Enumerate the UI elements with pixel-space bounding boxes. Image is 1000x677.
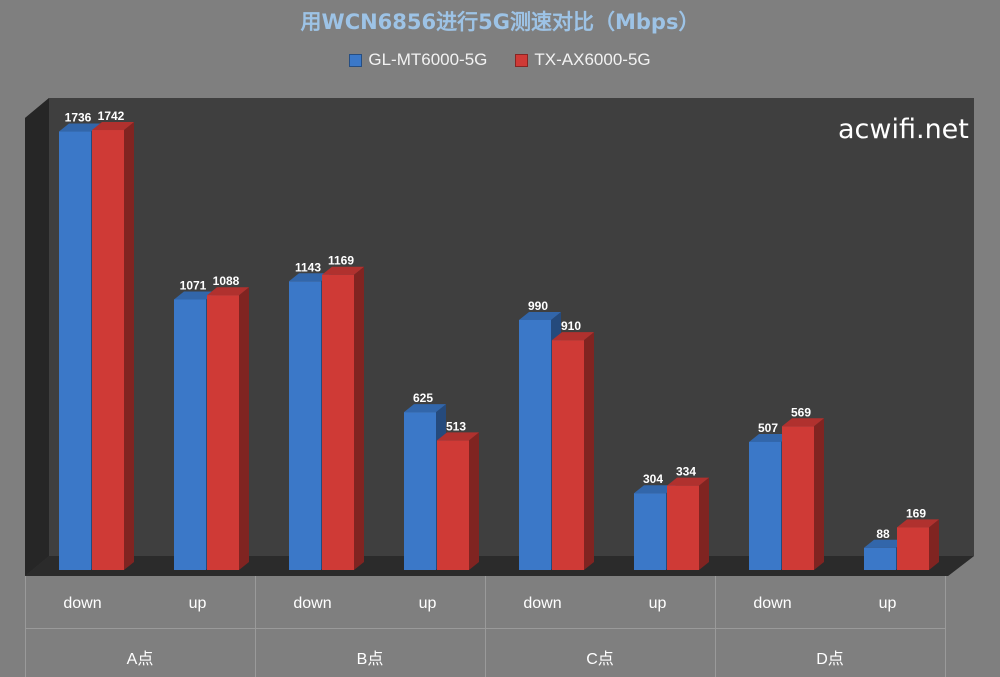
x-group-label: D点 <box>816 651 844 668</box>
bar-side <box>354 266 364 570</box>
bar <box>519 319 551 570</box>
bar-side <box>469 432 479 570</box>
x-tick-label: down <box>63 595 102 612</box>
bar-top <box>207 287 249 296</box>
bar-top <box>404 404 446 413</box>
x-group-label: B点 <box>356 651 384 668</box>
legend-label: GL-MT6000-5G <box>368 50 488 69</box>
bar <box>404 412 436 570</box>
axis-divider <box>715 576 716 677</box>
x-tick-label: down <box>293 595 332 612</box>
bar <box>782 426 814 570</box>
bar-side <box>699 477 709 570</box>
bar-side <box>929 519 939 570</box>
bar <box>92 130 124 570</box>
bar-top <box>519 311 561 320</box>
bar-top <box>289 273 331 282</box>
bar-top <box>864 539 906 548</box>
data-label: 990 <box>528 299 548 313</box>
data-label: 1088 <box>213 274 240 288</box>
data-label: 1169 <box>328 254 354 268</box>
bar <box>552 340 584 570</box>
data-label: 513 <box>446 419 466 433</box>
axis-divider <box>485 576 486 677</box>
legend-label: TX-AX6000-5G <box>534 50 651 69</box>
bar-side <box>814 418 824 570</box>
data-label: 507 <box>758 421 778 435</box>
bar <box>864 547 896 570</box>
axis-divider <box>25 576 26 677</box>
x-tick-label: down <box>523 595 562 612</box>
back-wall <box>25 98 974 576</box>
x-tick-label: up <box>188 595 207 612</box>
legend-swatch-red <box>515 53 529 67</box>
data-label: 334 <box>676 465 696 479</box>
data-label: 1143 <box>295 260 321 274</box>
data-label: 625 <box>413 391 433 405</box>
bar <box>667 485 699 570</box>
bar-top <box>667 477 709 486</box>
watermark-text: acwifi.net <box>838 114 969 145</box>
x-tick-label: down <box>753 595 792 612</box>
data-label: 88 <box>876 527 890 541</box>
bar <box>322 274 354 570</box>
bar <box>207 295 239 570</box>
x-group-label: A点 <box>126 651 154 668</box>
bar-top <box>174 291 216 300</box>
axis-divider <box>255 576 256 677</box>
data-label: 304 <box>643 472 663 486</box>
bar-top <box>437 432 479 441</box>
bar <box>437 440 469 570</box>
data-label: 910 <box>561 319 581 333</box>
bar-top <box>322 266 364 275</box>
bar-side <box>124 122 134 570</box>
x-tick-label: up <box>418 595 437 612</box>
bar <box>174 299 206 570</box>
x-tick-label: up <box>648 595 667 612</box>
data-label: 1736 <box>65 111 92 125</box>
data-label: 1742 <box>98 109 125 123</box>
bar <box>289 281 321 570</box>
bar-top <box>634 485 676 494</box>
bar-top <box>897 519 939 528</box>
bar-side <box>584 332 594 570</box>
chart-title: 用WCN6856进行5G测速对比（Mbps） <box>300 10 700 34</box>
bar-top <box>92 122 134 131</box>
floor <box>25 556 974 576</box>
side-wall <box>25 98 49 576</box>
bar-side <box>239 287 249 570</box>
data-label: 569 <box>791 405 811 419</box>
legend-item-tx-ax6000: TX-AX6000-5G <box>515 50 651 70</box>
bar <box>897 527 929 570</box>
data-label: 1071 <box>180 278 207 292</box>
bar-top <box>552 332 594 341</box>
bar-top <box>59 123 101 132</box>
bar <box>749 441 781 570</box>
axis-divider <box>945 576 946 677</box>
legend: GL-MT6000-5G TX-AX6000-5G <box>0 50 1000 70</box>
bar <box>59 131 91 570</box>
bar-top <box>782 418 824 427</box>
x-tick-label: up <box>878 595 897 612</box>
legend-swatch-blue <box>349 53 363 67</box>
legend-item-gl-mt6000: GL-MT6000-5G <box>349 50 487 70</box>
bar <box>634 493 666 570</box>
data-label: 169 <box>906 506 926 520</box>
x-group-label: C点 <box>586 651 614 668</box>
bar-top <box>749 433 791 442</box>
